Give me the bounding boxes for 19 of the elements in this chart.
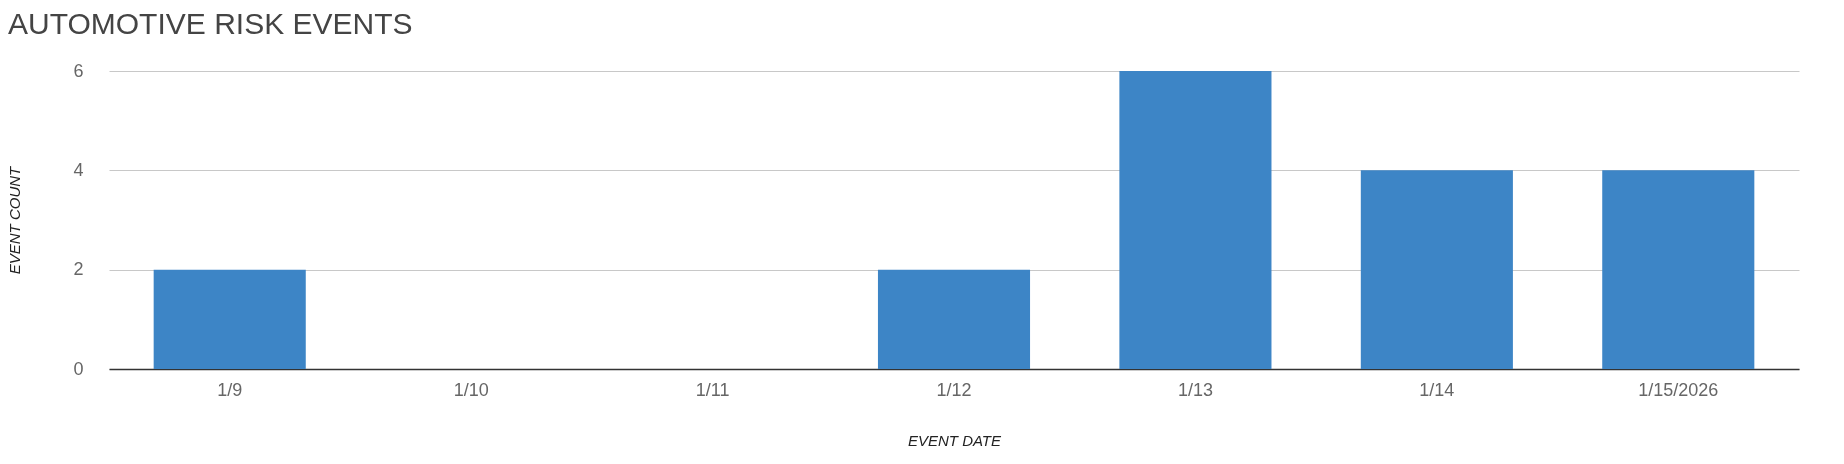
y-tick-label: 4 bbox=[73, 159, 84, 180]
x-tick-label: 1/14 bbox=[1419, 379, 1455, 400]
bar bbox=[1119, 71, 1272, 369]
x-tick-label: 1/13 bbox=[1177, 379, 1213, 400]
y-tick-label: 6 bbox=[73, 60, 84, 81]
x-tick-label: 1/10 bbox=[453, 379, 489, 400]
bar bbox=[1602, 170, 1755, 369]
x-tick-label: 1/12 bbox=[936, 379, 972, 400]
bar bbox=[1360, 170, 1513, 369]
y-tick-label: 2 bbox=[73, 259, 84, 280]
bar bbox=[877, 269, 1031, 369]
chart-title: AUTOMOTIVE RISK EVENTS bbox=[8, 7, 413, 40]
x-tick-label: 1/9 bbox=[217, 379, 243, 400]
bar bbox=[153, 269, 306, 369]
y-tick-label: 0 bbox=[73, 358, 84, 379]
x-tick-label: 1/15/2026 bbox=[1638, 379, 1719, 400]
x-axis-title: EVENT DATE bbox=[907, 431, 1003, 449]
y-axis-title: EVENT COUNT bbox=[6, 164, 24, 275]
x-tick-label: 1/11 bbox=[695, 379, 730, 400]
